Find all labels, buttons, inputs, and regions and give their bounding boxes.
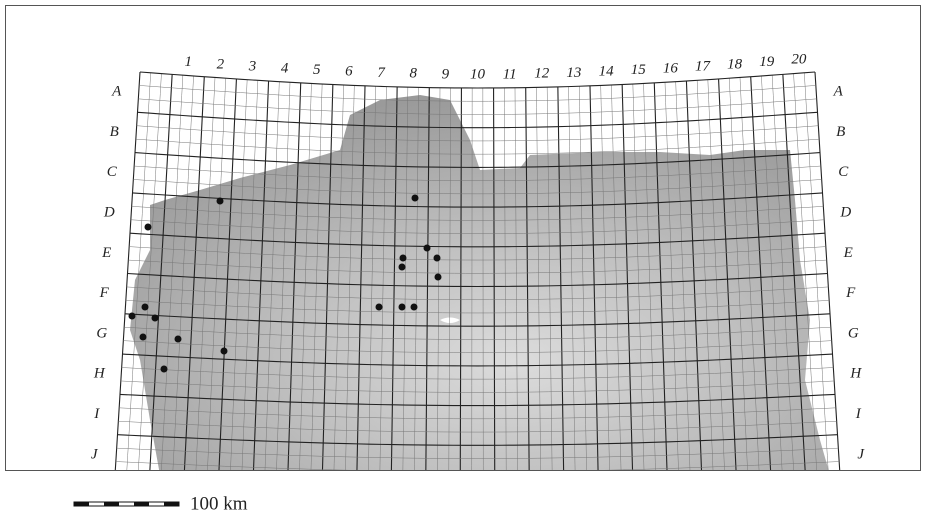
row-label-left: F <box>99 285 110 301</box>
point <box>400 255 407 262</box>
row-label-left: G <box>96 325 107 341</box>
row-label-right: E <box>843 245 853 261</box>
map-figure: 1234567891011121314151617181920AABBCCDDE… <box>0 0 926 515</box>
row-label-right: F <box>845 285 856 301</box>
point <box>129 313 136 320</box>
column-label: 11 <box>503 66 517 82</box>
scale-bar: 100 km <box>74 493 248 514</box>
row-label-right: H <box>849 366 862 382</box>
column-label: 2 <box>217 56 225 72</box>
row-label-right: I <box>855 406 862 422</box>
column-label: 6 <box>345 64 353 80</box>
column-label: 1 <box>184 54 192 70</box>
point <box>142 304 149 311</box>
column-label: 18 <box>727 56 743 72</box>
column-label: 5 <box>313 62 321 78</box>
point <box>217 198 224 205</box>
column-label: 16 <box>663 60 679 76</box>
point <box>399 304 406 311</box>
row-label-left: I <box>93 406 100 422</box>
point <box>434 255 441 262</box>
point <box>424 245 431 252</box>
row-label-right: B <box>836 124 845 140</box>
scale-bar-segment <box>134 502 149 506</box>
point <box>145 224 152 231</box>
row-label-left: A <box>111 84 122 100</box>
point <box>152 315 159 322</box>
scale-bar-segment <box>164 502 179 506</box>
column-label: 17 <box>695 58 712 74</box>
row-label-right: D <box>839 204 851 220</box>
point <box>435 274 442 281</box>
scale-label: 100 km <box>190 493 248 514</box>
point <box>221 348 228 355</box>
scale-bar-frame <box>74 502 179 506</box>
column-label: 10 <box>470 66 486 82</box>
column-label: 19 <box>759 54 775 70</box>
point <box>140 334 147 341</box>
row-label-left: C <box>107 164 118 180</box>
point <box>175 336 182 343</box>
point <box>411 304 418 311</box>
row-label-right: C <box>838 164 849 180</box>
column-label: 15 <box>631 62 647 78</box>
scale-bar-segment <box>104 502 119 506</box>
column-label: 3 <box>248 58 257 74</box>
row-label-left: E <box>101 245 111 261</box>
column-label: 9 <box>442 66 450 82</box>
grid-parallel <box>115 475 840 485</box>
point <box>161 366 168 373</box>
column-label: 14 <box>599 64 615 80</box>
column-label: 12 <box>534 66 550 82</box>
point <box>412 195 419 202</box>
row-label-right: G <box>848 325 859 341</box>
row-label-right: A <box>833 84 844 100</box>
row-label-left: B <box>110 124 119 140</box>
column-label: 8 <box>409 66 417 82</box>
point <box>376 304 383 311</box>
row-label-left: H <box>93 366 106 382</box>
scale-bar-segment <box>74 502 89 506</box>
point <box>399 264 406 271</box>
column-label: 20 <box>791 52 807 68</box>
column-label: 13 <box>566 65 581 81</box>
column-label: 4 <box>281 60 289 76</box>
row-label-left: D <box>103 204 115 220</box>
